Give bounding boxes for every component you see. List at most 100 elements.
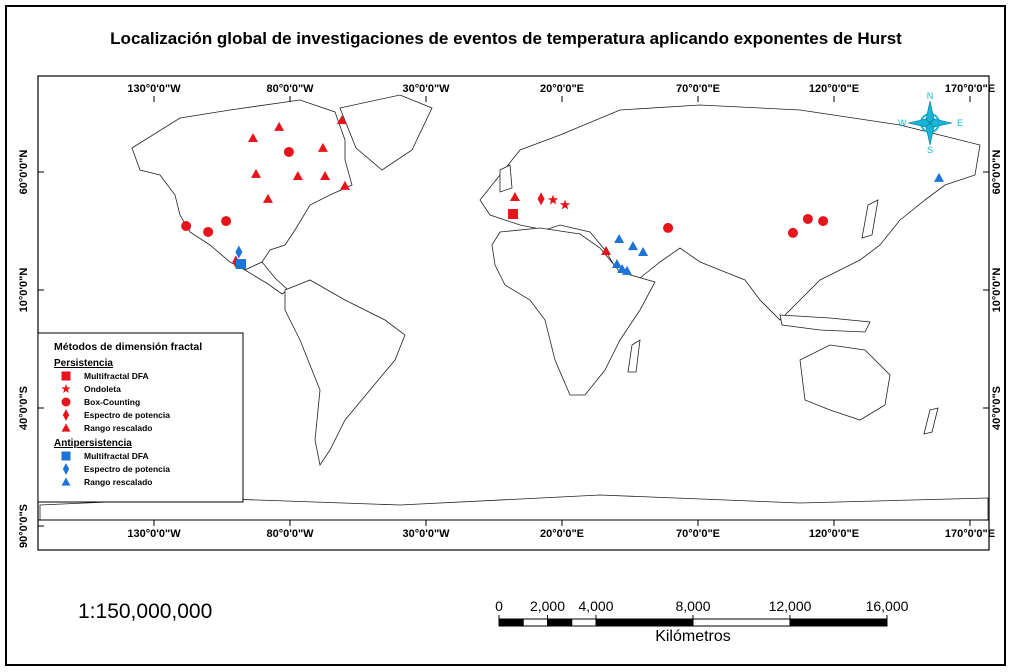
- scale-label: 0: [495, 598, 503, 614]
- legend-symbol: [62, 463, 70, 475]
- scale-label: 8,000: [675, 598, 710, 614]
- scale-segment: [595, 618, 694, 627]
- study-marker: [611, 259, 622, 269]
- scale-label: 12,000: [769, 598, 812, 614]
- greenland: [339, 94, 433, 171]
- lon-label-top: 70°0'0"E: [676, 83, 720, 95]
- study-marker: [509, 192, 520, 202]
- study-marker: [537, 192, 545, 206]
- madagascar: [627, 339, 641, 373]
- scale-label: 16,000: [866, 598, 909, 614]
- study-marker: [638, 247, 649, 257]
- lat-label-left: 90°0'0"S: [18, 504, 30, 548]
- study-marker: [221, 216, 232, 227]
- eurasia: [479, 104, 981, 321]
- legend-label: Ondoleta: [84, 384, 121, 394]
- south-america: [284, 279, 406, 467]
- legend-symbol: [62, 409, 70, 421]
- scale-ratio: 1:150,000,000: [78, 600, 212, 623]
- compass-w: W: [898, 118, 907, 128]
- lon-label-top: 30°0'0"W: [402, 83, 450, 95]
- study-marker: [787, 227, 798, 238]
- legend-symbol: [61, 384, 71, 393]
- study-marker: [203, 226, 214, 237]
- scale-label: 4,000: [578, 598, 613, 614]
- lon-label-top: 120°0'0"E: [809, 83, 859, 95]
- australia: [799, 344, 891, 421]
- scale-unit: Kilómetros: [655, 628, 731, 645]
- study-marker: [622, 265, 633, 275]
- compass-s: S: [927, 145, 933, 155]
- legend-symbol: [61, 477, 71, 486]
- lon-label-bottom: 130°0'0"W: [127, 528, 181, 540]
- legend-symbol: [61, 423, 71, 432]
- legend-box: [37, 332, 244, 503]
- study-marker: [262, 193, 273, 203]
- compass-needle: [929, 118, 953, 128]
- compass-e: E: [957, 118, 963, 128]
- united-kingdom: [499, 164, 513, 193]
- scale-segment: [789, 618, 888, 627]
- lon-label-bottom: 120°0'0"E: [809, 528, 859, 540]
- lon-label-top: 170°0'0"E: [945, 83, 995, 95]
- lat-label-right: 60°0'0"N: [991, 150, 1003, 195]
- legend-group-title: Persistencia: [54, 358, 113, 369]
- legend-label: Espectro de potencia: [84, 464, 170, 474]
- lon-label-bottom: 80°0'0"W: [266, 528, 314, 540]
- study-marker: [547, 194, 559, 205]
- legend-label: Rango rescalado: [84, 423, 153, 433]
- study-marker: [181, 221, 192, 232]
- study-marker: [627, 241, 638, 251]
- lon-label-bottom: 20°0'0"E: [540, 528, 584, 540]
- north-america: [131, 99, 353, 271]
- legend-label: Multifractal DFA: [84, 451, 149, 461]
- continents: [39, 94, 989, 521]
- lon-label-top: 130°0'0"W: [127, 83, 181, 95]
- study-marker: [802, 213, 813, 224]
- study-marker: [818, 216, 829, 227]
- study-marker: [559, 199, 571, 210]
- indonesia: [779, 314, 871, 333]
- legend-group-title: Antipersistencia: [54, 438, 132, 449]
- study-marker: [663, 222, 674, 233]
- compass-n: N: [927, 91, 934, 101]
- lat-label-left: 10°0'0"N: [18, 268, 30, 313]
- legend-label: Rango rescalado: [84, 477, 153, 487]
- lat-label-right: 10°0'0"N: [991, 268, 1003, 313]
- legend-symbol: [61, 451, 71, 461]
- study-marker: [601, 246, 612, 256]
- lon-label-bottom: 170°0'0"E: [945, 528, 995, 540]
- scale-segment: [571, 618, 597, 627]
- study-marker: [336, 115, 347, 125]
- study-marker: [236, 259, 247, 270]
- study-marker: [339, 180, 350, 190]
- study-marker: [320, 171, 331, 181]
- lat-label-right: 40°0'0"S: [991, 386, 1003, 430]
- study-marker: [933, 172, 944, 182]
- study-marker: [248, 133, 259, 143]
- africa: [491, 227, 656, 396]
- scale-label: 2,000: [530, 598, 565, 614]
- study-marker: [251, 168, 261, 178]
- legend-symbol: [61, 371, 71, 381]
- scale-segment: [522, 618, 548, 627]
- scale-segment: [692, 618, 791, 627]
- study-marker: [614, 234, 625, 244]
- new-zealand: [923, 407, 939, 435]
- study-marker: [292, 171, 303, 181]
- study-marker: [274, 121, 285, 131]
- study-marker: [235, 245, 243, 259]
- lon-label-bottom: 30°0'0"W: [402, 528, 450, 540]
- compass: N S E W: [898, 91, 963, 155]
- legend-label: Multifractal DFA: [84, 371, 149, 381]
- study-marker: [283, 146, 294, 157]
- scale-segment: [498, 618, 524, 627]
- lon-label-top: 80°0'0"W: [266, 83, 314, 95]
- study-marker: [317, 142, 328, 152]
- study-marker: [508, 209, 519, 220]
- map-title: Localización global de investigaciones d…: [110, 29, 902, 48]
- legend-title: Métodos de dimensión fractal: [54, 341, 202, 353]
- scale-segment: [547, 618, 573, 627]
- legend-symbol: [61, 397, 71, 407]
